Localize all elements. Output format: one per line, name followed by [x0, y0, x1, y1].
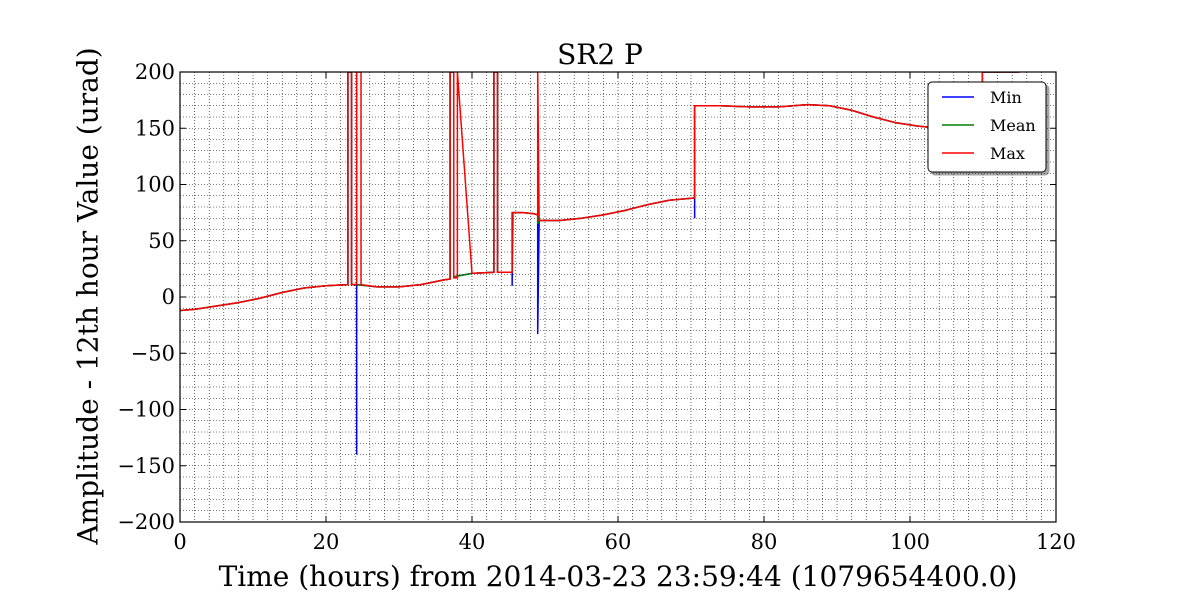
- y-tick-label: 100: [135, 173, 175, 197]
- x-tick-label: 120: [1036, 530, 1076, 554]
- x-tick-label: 20: [313, 530, 340, 554]
- series-group: [180, 72, 1020, 455]
- x-tick-label: 40: [459, 530, 486, 554]
- y-tick-label: 0: [162, 285, 175, 309]
- chart-title: SR2 P: [557, 38, 643, 71]
- legend: Min Mean Max: [927, 81, 1047, 173]
- x-axis-label: Time (hours) from 2014-03-23 23:59:44 (1…: [218, 560, 1018, 593]
- legend-label-mean: Mean: [990, 116, 1036, 135]
- series-line-mean: [180, 72, 1020, 312]
- legend-label-max: Max: [990, 144, 1025, 163]
- y-tick-label: 50: [148, 229, 175, 253]
- legend-box: [927, 81, 1047, 173]
- grid: [179, 71, 1057, 523]
- legend-label-min: Min: [990, 88, 1022, 107]
- y-tick-label: 150: [135, 116, 175, 140]
- y-tick-label: −100: [117, 398, 175, 422]
- x-tick-label: 100: [890, 530, 930, 554]
- x-tick-label: 0: [173, 530, 186, 554]
- series-line-min: [180, 72, 1020, 455]
- axis-ticks: 0 20 40 60 80 100 120 −200 −150 −100 −50 0 50 100 150 2…: [117, 60, 1076, 554]
- y-tick-label: −200: [117, 510, 175, 534]
- x-tick-label: 60: [605, 530, 632, 554]
- x-tick-label: 80: [751, 530, 778, 554]
- y-tick-label: −50: [131, 341, 175, 365]
- y-tick-label: −150: [117, 454, 175, 478]
- series-line-max: [180, 72, 1020, 312]
- y-tick-label: 200: [135, 60, 175, 84]
